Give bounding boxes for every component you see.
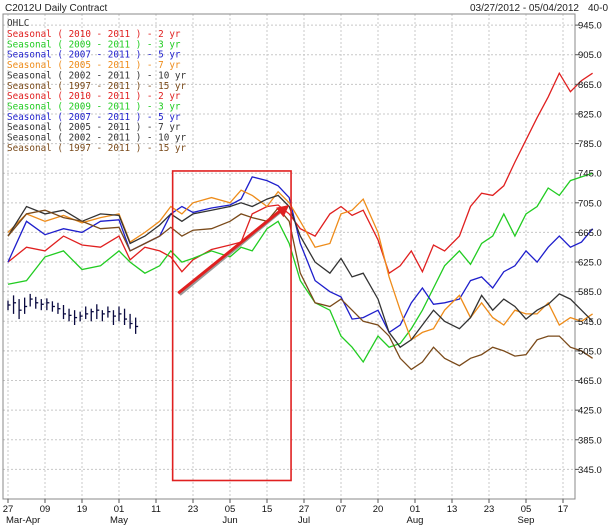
legend-entry: Seasonal ( 2007 - 2011 ) - 5 yr xyxy=(7,112,181,123)
x-tick-label: 17 xyxy=(558,504,569,515)
x-tick-label: 05 xyxy=(225,504,236,515)
legend-entry: Seasonal ( 1997 - 2011 ) - 15 yr xyxy=(7,81,187,92)
x-tick-label: 27 xyxy=(299,504,310,515)
legend-entry: Seasonal ( 2007 - 2011 ) - 5 yr xyxy=(7,50,181,61)
y-tick-label: 545.0 xyxy=(578,317,602,328)
highlight-box xyxy=(171,170,292,482)
x-tick-label: 19 xyxy=(77,504,88,515)
y-tick-label: 625.0 xyxy=(578,258,602,269)
x-tick-label: 09 xyxy=(40,504,51,515)
y-tick-label: 905.0 xyxy=(578,50,602,61)
x-month-label: Aug xyxy=(407,515,424,526)
arrow-shaft xyxy=(177,208,283,295)
x-month-label: Jun xyxy=(222,515,237,526)
arrow-head xyxy=(276,205,290,218)
y-tick-label: 745.0 xyxy=(578,169,602,180)
y-tick-label: 385.0 xyxy=(578,435,602,446)
series-line xyxy=(7,194,594,349)
series-line xyxy=(7,189,593,341)
x-tick-label: 23 xyxy=(188,504,199,515)
y-tick-label: 945.0 xyxy=(578,21,602,32)
x-month-label: Sep xyxy=(518,515,535,526)
legend-entry: Seasonal ( 1997 - 2011 ) - 15 yr xyxy=(7,143,187,154)
y-tick-label: 785.0 xyxy=(578,139,602,150)
y-tick-label: 665.0 xyxy=(578,228,602,239)
y-tick-label: 865.0 xyxy=(578,80,602,91)
y-tick-label: 505.0 xyxy=(578,346,602,357)
x-tick-label: 27 xyxy=(3,504,14,515)
x-tick-label: 15 xyxy=(262,504,273,515)
y-tick-label: 585.0 xyxy=(578,287,602,298)
date-range: 03/27/2012 - 05/04/2012 xyxy=(470,3,579,14)
plot-frame xyxy=(2,13,576,500)
x-tick-label: 13 xyxy=(447,504,458,515)
y-axis: 345.0 385.0 425.0 465.0 505.0 545.0 585.0 625.0… xyxy=(575,21,602,476)
grid xyxy=(3,14,575,499)
legend-entry: Seasonal ( 2002 - 2011 ) - 10 yr xyxy=(7,70,187,81)
x-month-label: Jul xyxy=(298,515,310,526)
legend-entry: Seasonal ( 2010 - 2011 ) - 2 yr xyxy=(7,29,181,40)
series-line xyxy=(7,206,593,371)
ohlc-bars xyxy=(7,293,139,334)
x-axis: 27 09 19 01 11 23 05 15 27 07 20 01 13 23 05 17 Mar-Apr M… xyxy=(3,499,569,526)
series-group xyxy=(7,71,594,371)
series-line xyxy=(7,172,593,364)
y-tick-label: 465.0 xyxy=(578,376,602,387)
annotation-group xyxy=(171,170,292,482)
x-tick-label: 20 xyxy=(373,504,384,515)
y-tick-label: 825.0 xyxy=(578,109,602,120)
corner-value: 40-0 xyxy=(588,3,608,14)
x-tick-label: 01 xyxy=(410,504,421,515)
x-tick-label: 07 xyxy=(336,504,347,515)
legend-entry: Seasonal ( 2009 - 2011 ) - 3 yr xyxy=(7,101,181,112)
x-tick-label: 23 xyxy=(484,504,495,515)
x-tick-label: 11 xyxy=(151,504,161,515)
y-tick-label: 345.0 xyxy=(578,465,602,476)
y-tick-label: 705.0 xyxy=(578,198,602,209)
legend-entry: Seasonal ( 2009 - 2011 ) - 3 yr xyxy=(7,39,181,50)
legend-entry: Seasonal ( 2005 - 2011 ) - 7 yr xyxy=(7,122,181,133)
x-tick-label: 05 xyxy=(521,504,532,515)
y-tick-label: 425.0 xyxy=(578,406,602,417)
series-line xyxy=(7,71,593,275)
x-month-label: Mar-Apr xyxy=(6,515,40,526)
legend-heading: OHLC xyxy=(7,18,29,29)
legend-entry: Seasonal ( 2005 - 2011 ) - 7 yr xyxy=(7,60,181,71)
legend-entry: Seasonal ( 2010 - 2011 ) - 2 yr xyxy=(7,91,181,102)
legend-entry: Seasonal ( 2002 - 2011 ) - 10 yr xyxy=(7,133,187,144)
x-month-label: May xyxy=(110,515,128,526)
chart-title: C2012U Daily Contract xyxy=(5,3,107,14)
x-tick-label: 01 xyxy=(114,504,125,515)
